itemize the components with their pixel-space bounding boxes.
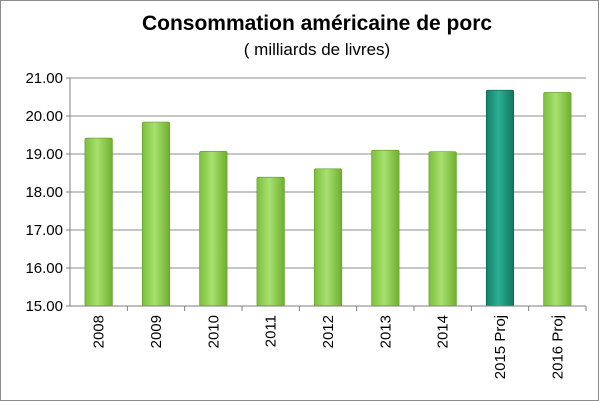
x-tick-label: 2009 xyxy=(148,315,165,348)
x-axis-ticks: 2008 2009 2010 2011 2012 2013 2014 2015 Proj 201… xyxy=(91,306,587,379)
bar-2010 xyxy=(199,151,228,307)
bar-2016-proj xyxy=(543,92,572,307)
bars xyxy=(84,89,572,307)
x-tick-label: 2008 xyxy=(91,315,108,348)
bar-2012 xyxy=(313,168,343,307)
bar-2013 xyxy=(371,149,400,307)
y-tick-label: 15.00 xyxy=(25,298,63,315)
y-axis-ticks: 15.00 16.00 17.00 18.00 19.00 20.00 21.00 xyxy=(25,70,70,315)
bar-2008 xyxy=(84,137,113,307)
x-tick-label: 2014 xyxy=(435,315,452,348)
bar-2015-proj xyxy=(485,89,515,307)
y-tick-label: 16.00 xyxy=(25,260,63,277)
bar-2014 xyxy=(428,151,457,307)
x-tick-label: 2016 Proj xyxy=(549,315,566,379)
x-tick-label: 2011 xyxy=(263,315,280,347)
y-tick-label: 18.00 xyxy=(25,184,63,201)
y-tick-label: 21.00 xyxy=(25,70,63,87)
x-tick-label: 2010 xyxy=(205,315,222,348)
x-tick-label: 2013 xyxy=(377,315,394,348)
chart-subtitle: ( milliards de livres) xyxy=(244,40,390,59)
bar-2009 xyxy=(141,121,171,307)
y-tick-label: 19.00 xyxy=(25,146,63,163)
axes xyxy=(69,78,586,307)
bar-2011 xyxy=(256,176,285,307)
y-tick-label: 17.00 xyxy=(25,222,63,239)
y-tick-label: 20.00 xyxy=(25,108,63,125)
x-tick-label: 2012 xyxy=(320,315,337,348)
chart-title: Consommation américaine de porc xyxy=(142,12,492,35)
x-tick-label: 2015 Proj xyxy=(492,315,509,379)
